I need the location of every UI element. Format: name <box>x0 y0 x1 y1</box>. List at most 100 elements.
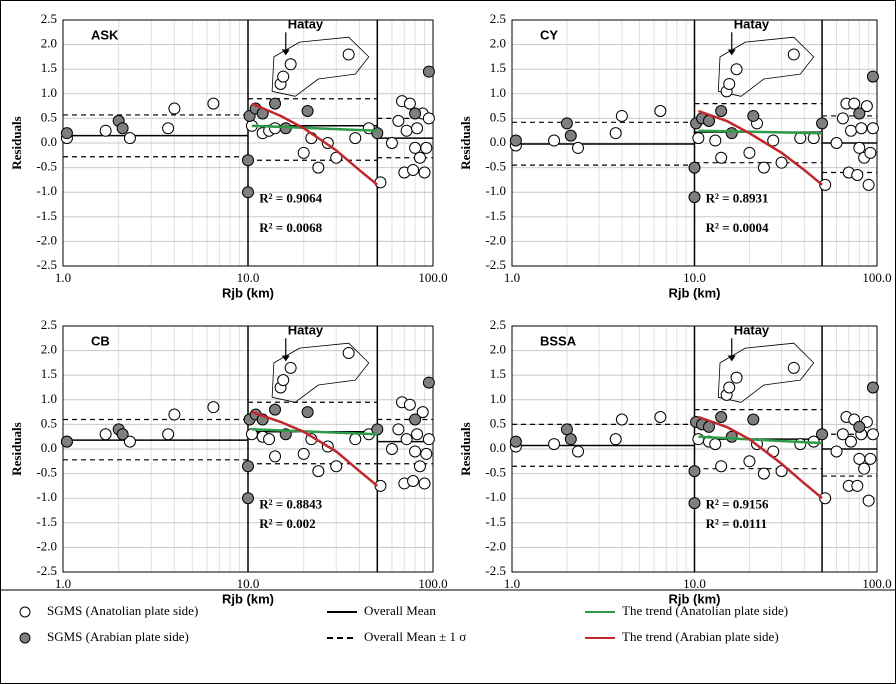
anatolian-point <box>692 433 705 446</box>
y-tick-label: -2.0 <box>36 538 57 553</box>
anatolian-point <box>548 438 561 451</box>
anatolian-point <box>277 374 290 387</box>
anatolian-point <box>609 433 622 446</box>
anatolian-point <box>844 124 857 137</box>
anatolian-point <box>409 141 422 154</box>
anatolian-point <box>400 124 413 137</box>
anatolian-point <box>385 137 398 149</box>
anatolian-point <box>407 164 420 177</box>
anatolian-point <box>284 361 297 374</box>
anatolian-point <box>864 146 877 159</box>
anatolian-point <box>374 479 387 492</box>
anatolian-point <box>403 97 416 110</box>
y-tick-label: -0.5 <box>36 465 57 480</box>
anatolian-point <box>297 447 310 460</box>
arabian-point <box>509 134 522 147</box>
panel-title: CB <box>91 333 110 348</box>
y-tick-label: -2.5 <box>485 563 506 578</box>
legend-label: Overall Mean ± 1 σ <box>364 629 466 644</box>
arabian-point <box>269 403 282 416</box>
y-tick-label: 2.5 <box>41 11 57 26</box>
anatolian-point <box>168 408 181 421</box>
anatolian-point <box>374 176 387 189</box>
arabian-point <box>269 97 282 110</box>
anatolian-point <box>99 124 112 137</box>
hatay-arrowhead <box>281 49 290 56</box>
arabian-point <box>866 70 879 83</box>
anatolian-point <box>422 112 435 125</box>
anatolian-point <box>830 137 843 149</box>
legend-symbol <box>19 632 31 644</box>
x-axis-label: Rjb (km) <box>669 285 721 300</box>
hatay-enclosure <box>717 36 815 97</box>
anatolian-point <box>730 63 743 76</box>
anatolian-point <box>162 122 175 135</box>
r2-anatolian: R² = 0.0068 <box>259 220 322 235</box>
arabian-point <box>409 107 422 120</box>
anatolian-point <box>775 465 788 478</box>
anatolian-point <box>851 168 864 181</box>
arabian-point <box>560 117 573 130</box>
anatolian-point <box>864 452 877 465</box>
anatolian-point <box>269 450 282 463</box>
anatolian-point <box>162 428 175 441</box>
y-tick-label: 0.5 <box>490 109 506 124</box>
anatolian-point <box>743 146 756 159</box>
anatolian-point <box>844 435 857 448</box>
x-tick-label: 10.0 <box>683 270 706 285</box>
y-tick-label: -2.0 <box>485 538 506 553</box>
arabian-point <box>725 127 738 140</box>
anatolian-point <box>403 398 416 411</box>
y-tick-label: 0.0 <box>490 134 506 149</box>
arabian-point <box>242 460 254 473</box>
anatolian-point <box>572 445 585 458</box>
hatay-enclosure <box>271 36 370 97</box>
hatay-enclosure <box>271 342 370 403</box>
anatolian-point <box>418 477 431 490</box>
y-axis-label: Residuals <box>9 422 24 475</box>
anatolian-point <box>99 428 112 441</box>
anatolian-point <box>855 122 868 135</box>
arabian-point <box>116 428 129 441</box>
r2-anatolian: R² = 0.0111 <box>706 516 768 531</box>
y-tick-label: -1.0 <box>36 489 57 504</box>
anatolian-point <box>862 178 875 191</box>
arabian-point <box>747 109 760 122</box>
anatolian-point <box>312 161 325 174</box>
anatolian-point <box>615 109 628 122</box>
y-tick-label: 1.5 <box>490 366 506 381</box>
y-tick-label: 1.0 <box>490 391 506 406</box>
legend-label: The trend (Anatolian plate side) <box>622 603 788 618</box>
panel-title: BSSA <box>540 333 577 348</box>
y-tick-label: -1.5 <box>485 208 506 223</box>
anatolian-point <box>692 132 705 145</box>
y-tick-label: 2.0 <box>490 342 506 357</box>
y-tick-label: 0.5 <box>41 415 57 430</box>
y-tick-label: 1.5 <box>41 60 57 75</box>
anatolian-point <box>312 465 325 478</box>
anatolian-point <box>836 428 849 441</box>
anatolian-point <box>830 445 843 458</box>
annotation: Hatay <box>734 16 770 31</box>
anatolian-point <box>123 435 136 448</box>
anatolian-point <box>411 122 424 135</box>
anatolian-point <box>654 105 667 118</box>
x-tick-label: 1.0 <box>55 270 71 285</box>
y-tick-label: -2.0 <box>36 232 57 247</box>
x-tick-label: 100.0 <box>418 270 447 285</box>
y-tick-label: 1.5 <box>41 366 57 381</box>
y-tick-label: 0.0 <box>41 134 57 149</box>
arabian-point <box>301 105 314 118</box>
anatolian-point <box>277 70 290 83</box>
r2-arabian: R² = 0.8931 <box>706 191 769 206</box>
y-tick-label: -1.5 <box>485 514 506 529</box>
arabian-point <box>564 129 577 142</box>
anatolian-point <box>715 151 728 164</box>
y-tick-label: 0.0 <box>490 440 506 455</box>
arabian-point <box>116 122 129 135</box>
hatay-enclosure <box>717 342 815 403</box>
hatay-arrowhead <box>281 355 290 362</box>
trend-arabian <box>697 109 823 186</box>
y-axis-label: Residuals <box>458 116 473 169</box>
